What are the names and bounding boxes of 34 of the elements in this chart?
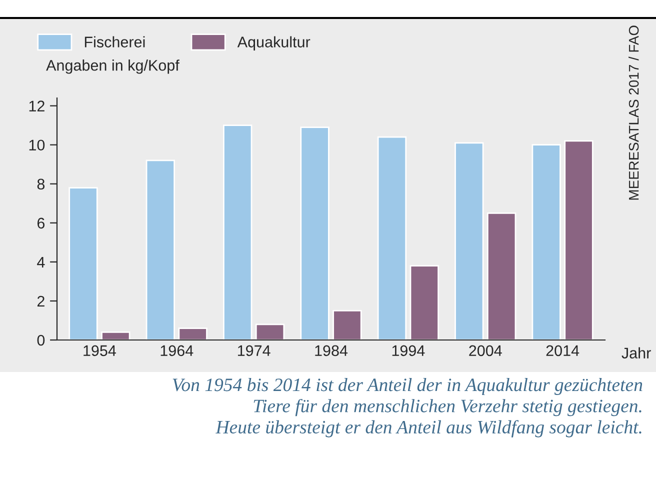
y-tick-label: 4 xyxy=(37,256,45,268)
y-tick-label: 8 xyxy=(37,178,45,190)
x-tick-label: 1964 xyxy=(160,345,194,356)
bar xyxy=(223,124,252,340)
bar xyxy=(300,126,330,340)
bar xyxy=(377,136,407,340)
bar xyxy=(255,324,285,340)
y-tick-label: 6 xyxy=(37,218,45,229)
x-tick-label: 1984 xyxy=(315,345,348,356)
bar xyxy=(454,142,484,340)
x-tick-label: 2004 xyxy=(469,345,502,356)
bar xyxy=(410,265,439,340)
text: Von 1954 bis 2014 ist der Anteil der in Aquakultur gezüchteten Tiere für den menschlichen Verzehr stetig gestiegen. Heute übersteigt er den Anteil aus Wildfang sogar leicht. xyxy=(172,378,642,438)
y-tick-label: 12 xyxy=(29,100,44,112)
x-tick-label: 1974 xyxy=(238,345,270,356)
y-tick-label: 2 xyxy=(37,296,44,307)
bar xyxy=(68,187,98,340)
y-axis-title: Angaben in kg/Kopf xyxy=(46,60,180,74)
y-tick-label: 0 xyxy=(37,334,45,346)
x-tick-label: 1994 xyxy=(392,345,425,356)
bar xyxy=(146,160,176,340)
x-axis-title: Jahr xyxy=(622,347,651,358)
x-tick-label: 1954 xyxy=(84,345,116,356)
legend-label: Fischerei xyxy=(84,36,145,48)
bar xyxy=(178,328,208,340)
y-tick-label: 10 xyxy=(29,140,45,151)
bar xyxy=(332,310,362,340)
bar xyxy=(564,140,594,340)
legend-label: Aquakultur xyxy=(237,36,310,50)
bar xyxy=(486,212,516,340)
x-tick-label: 2014 xyxy=(546,345,580,356)
text: MEERESATLAS 2017 / FAO xyxy=(628,26,639,200)
bar xyxy=(532,144,561,340)
bar xyxy=(101,332,130,340)
